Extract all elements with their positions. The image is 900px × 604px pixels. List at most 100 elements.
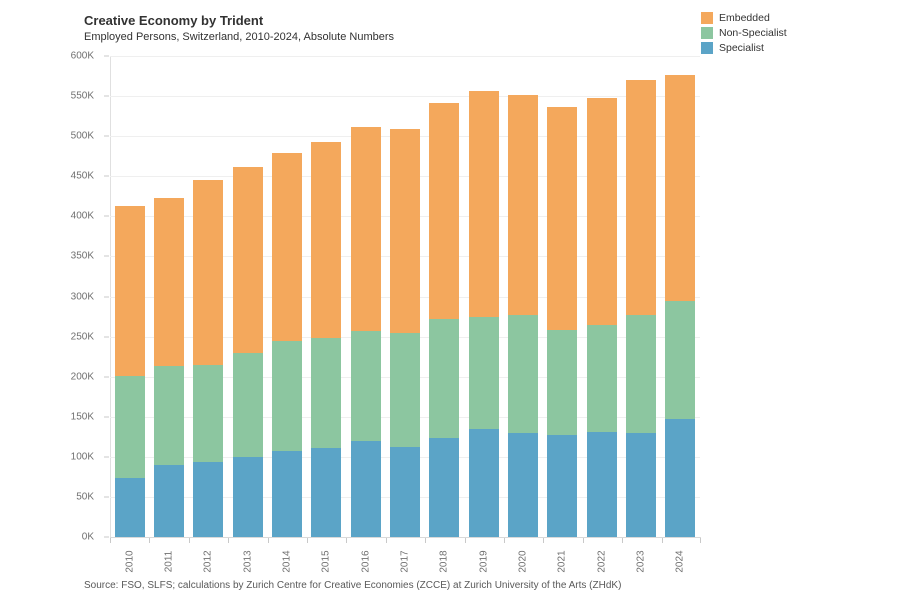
bar-segment-2023-specialist[interactable] — [625, 432, 656, 537]
x-label-slot: 2015 — [307, 542, 346, 580]
bar-segment-2023-embedded[interactable] — [625, 80, 656, 315]
bar-2016[interactable] — [350, 56, 381, 537]
y-tick — [104, 175, 109, 177]
bar-column — [425, 56, 464, 537]
bar-2019[interactable] — [468, 56, 499, 537]
bar-column — [110, 56, 149, 537]
x-axis-label-2014: 2014 — [281, 549, 293, 573]
x-tick — [188, 538, 190, 543]
bar-segment-2011-embedded[interactable] — [153, 197, 184, 367]
bar-segment-2018-specialist[interactable] — [429, 438, 460, 537]
bar-2018[interactable] — [429, 56, 460, 537]
x-tick — [306, 538, 308, 543]
y-tick — [104, 255, 109, 257]
legend-item-embedded[interactable]: Embedded — [701, 10, 787, 25]
bar-segment-2017-non-specialist[interactable] — [389, 332, 420, 448]
y-tick — [104, 496, 109, 498]
bar-segment-2020-embedded[interactable] — [507, 95, 538, 315]
bar-2017[interactable] — [389, 56, 420, 537]
x-tick — [700, 538, 701, 543]
bar-2010[interactable] — [114, 56, 145, 537]
x-tick — [543, 538, 545, 543]
x-axis-label-2020: 2020 — [517, 549, 529, 573]
bar-segment-2019-non-specialist[interactable] — [468, 317, 499, 429]
x-tick — [425, 538, 427, 543]
gridline — [110, 56, 700, 57]
chart-subtitle: Employed Persons, Switzerland, 2010-2024… — [84, 31, 395, 43]
bar-segment-2010-specialist[interactable] — [114, 478, 145, 537]
bar-segment-2021-non-specialist[interactable] — [547, 330, 578, 436]
y-axis: 0K 50K 100K 150K 200K 250K 300K 350K 400K 450K 500… — [0, 51, 110, 543]
bar-segment-2013-embedded[interactable] — [232, 166, 263, 353]
legend-item-specialist[interactable]: Specialist — [701, 40, 787, 55]
bar-2022[interactable] — [586, 56, 617, 537]
bar-segment-2010-embedded[interactable] — [114, 205, 145, 376]
bar-segment-2013-specialist[interactable] — [232, 456, 263, 537]
y-tick — [104, 55, 109, 57]
bar-segment-2016-embedded[interactable] — [350, 127, 381, 331]
x-axis-label-2015: 2015 — [320, 549, 332, 573]
y-axis-label: 50K — [76, 491, 94, 503]
bar-segment-2012-specialist[interactable] — [193, 462, 224, 537]
bar-2021[interactable] — [547, 56, 578, 537]
x-tick — [503, 538, 505, 543]
y-tick — [104, 456, 109, 458]
bar-segment-2016-non-specialist[interactable] — [350, 330, 381, 441]
bar-segment-2019-specialist[interactable] — [468, 428, 499, 537]
x-axis-label-2021: 2021 — [556, 549, 568, 573]
legend-item-non-specialist[interactable]: Non-Specialist — [701, 25, 787, 40]
bar-segment-2016-specialist[interactable] — [350, 440, 381, 537]
bar-2014[interactable] — [271, 56, 302, 537]
bar-segment-2014-embedded[interactable] — [271, 153, 302, 342]
bar-segment-2017-specialist[interactable] — [389, 447, 420, 537]
bar-segment-2017-embedded[interactable] — [389, 128, 420, 333]
bar-segment-2024-embedded[interactable] — [665, 75, 696, 302]
bar-segment-2014-specialist[interactable] — [271, 451, 302, 537]
bar-segment-2013-non-specialist[interactable] — [232, 352, 263, 457]
bar-segment-2011-non-specialist[interactable] — [153, 366, 184, 465]
x-axis-label-2018: 2018 — [438, 549, 450, 573]
x-axis-label-2016: 2016 — [360, 549, 372, 573]
y-axis-label: 350K — [70, 250, 94, 262]
y-axis-label: 450K — [70, 170, 94, 182]
bar-2024[interactable] — [665, 56, 696, 537]
bar-column — [228, 56, 267, 537]
bar-segment-2010-non-specialist[interactable] — [114, 375, 145, 479]
bar-segment-2012-embedded[interactable] — [193, 180, 224, 365]
bar-segment-2015-embedded[interactable] — [311, 141, 342, 339]
y-axis-label: 500K — [70, 130, 94, 142]
bar-2015[interactable] — [311, 56, 342, 537]
bar-segment-2015-non-specialist[interactable] — [311, 338, 342, 449]
x-tick — [149, 538, 151, 543]
bar-segment-2024-specialist[interactable] — [665, 419, 696, 537]
x-tick — [346, 538, 348, 543]
bar-segment-2011-specialist[interactable] — [153, 464, 184, 537]
plot-area — [110, 56, 700, 537]
bar-segment-2021-embedded[interactable] — [547, 107, 578, 331]
bar-segment-2023-non-specialist[interactable] — [625, 314, 656, 433]
bar-2013[interactable] — [232, 56, 263, 537]
bar-segment-2014-non-specialist[interactable] — [271, 341, 302, 452]
bar-segment-2018-non-specialist[interactable] — [429, 318, 460, 439]
bar-segment-2018-embedded[interactable] — [429, 103, 460, 319]
bar-segment-2022-specialist[interactable] — [586, 431, 617, 537]
bar-column — [582, 56, 621, 537]
bar-2023[interactable] — [625, 56, 656, 537]
bar-segment-2021-specialist[interactable] — [547, 435, 578, 537]
bar-segment-2022-embedded[interactable] — [586, 97, 617, 325]
bar-segment-2015-specialist[interactable] — [311, 448, 342, 537]
bar-2012[interactable] — [193, 56, 224, 537]
bar-segment-2022-non-specialist[interactable] — [586, 324, 617, 432]
x-label-slot: 2023 — [621, 542, 660, 580]
y-tick — [104, 296, 109, 297]
legend-label: Embedded — [719, 11, 770, 24]
bar-segment-2012-non-specialist[interactable] — [193, 364, 224, 463]
gridline — [110, 96, 700, 98]
bar-segment-2024-non-specialist[interactable] — [665, 301, 696, 420]
bar-segment-2020-specialist[interactable] — [507, 432, 538, 537]
bar-2020[interactable] — [507, 56, 538, 537]
bar-segment-2019-embedded[interactable] — [468, 90, 499, 318]
bar-segment-2020-non-specialist[interactable] — [507, 314, 538, 433]
bar-2011[interactable] — [153, 56, 184, 537]
